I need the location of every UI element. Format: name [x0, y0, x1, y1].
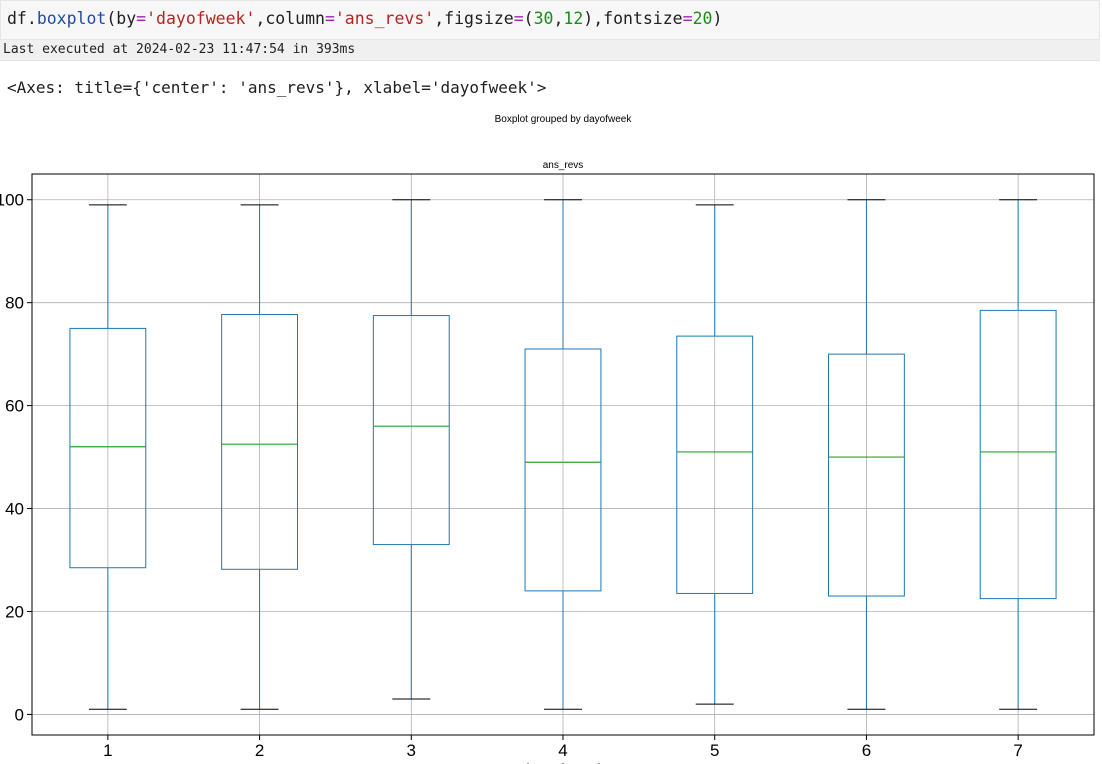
code-token: 30	[533, 9, 554, 28]
y-tick-label: 80	[5, 294, 24, 313]
y-tick-label: 60	[5, 397, 24, 416]
output-repr: <Axes: title={'center': 'ans_revs'}, xla…	[7, 78, 547, 97]
box-iqr	[828, 353, 905, 597]
ticks-layer: 0 20 40 60 80 100 1 2 3 4 5 6 7	[0, 191, 1023, 760]
code-token: .	[26, 9, 37, 28]
box-group	[676, 204, 754, 705]
box-iqr	[69, 327, 147, 569]
code-token: (	[106, 9, 117, 28]
code-token: fontsize	[603, 9, 683, 28]
code-token: (	[523, 9, 534, 28]
code-token: )	[712, 9, 723, 28]
box-iqr	[676, 335, 754, 594]
x-tick-label: 4	[558, 741, 567, 760]
code-cell[interactable]: df.boxplot(by='dayofweek',column='ans_re…	[0, 0, 1100, 40]
box-iqr	[372, 315, 450, 546]
y-tick-label: 100	[0, 191, 24, 210]
code-token: ,	[593, 9, 604, 28]
chart-suptitle: Boxplot grouped by dayofweek	[495, 114, 633, 125]
code-token: 'ans_revs'	[334, 9, 435, 28]
code-token: 12	[563, 9, 584, 28]
code-token: ,	[553, 9, 564, 28]
box-group	[69, 204, 147, 710]
code-token: 20	[692, 9, 713, 28]
code-token: by	[116, 9, 137, 28]
code-token: figsize	[444, 9, 514, 28]
x-axis-label: dayofweek	[520, 761, 607, 764]
execution-info-text: Last executed at 2024-02-23 11:47:54 in …	[3, 42, 356, 57]
code-token: ,	[255, 9, 266, 28]
box-iqr	[221, 314, 298, 570]
box-group	[524, 199, 602, 710]
code-token: =	[513, 9, 524, 28]
code-token: =	[324, 9, 335, 28]
code-token: column	[265, 9, 325, 28]
code-line[interactable]: df.boxplot(by='dayofweek',column='ans_re…	[7, 9, 722, 28]
code-token: )	[583, 9, 594, 28]
box-iqr	[524, 348, 602, 592]
boxes-layer	[69, 199, 1057, 710]
box-group	[221, 204, 298, 710]
code-token: =	[136, 9, 147, 28]
code-token: 'dayofweek'	[146, 9, 256, 28]
y-tick-label: 20	[5, 602, 24, 621]
box-group	[828, 199, 905, 710]
execution-info-bar: Last executed at 2024-02-23 11:47:54 in …	[0, 40, 1100, 61]
box-group	[372, 199, 450, 700]
box-iqr	[979, 309, 1057, 600]
code-token: =	[682, 9, 693, 28]
x-tick-label: 5	[710, 741, 719, 760]
code-token: ,	[434, 9, 445, 28]
x-tick-label: 6	[862, 741, 871, 760]
code-token: df	[7, 9, 27, 28]
y-tick-label: 0	[15, 705, 24, 724]
code-token: boxplot	[36, 9, 107, 28]
x-tick-label: 7	[1013, 741, 1022, 760]
y-tick-label: 40	[5, 500, 24, 519]
box-group	[979, 199, 1057, 710]
chart-title: ans_revs	[543, 160, 584, 171]
x-tick-label: 2	[255, 741, 264, 760]
axes-frame	[31, 173, 1095, 736]
x-tick-label: 1	[103, 741, 112, 760]
boxplot-chart: Boxplot grouped by dayofweek ans_revs 0 2…	[0, 114, 1095, 764]
x-tick-label: 3	[407, 741, 416, 760]
